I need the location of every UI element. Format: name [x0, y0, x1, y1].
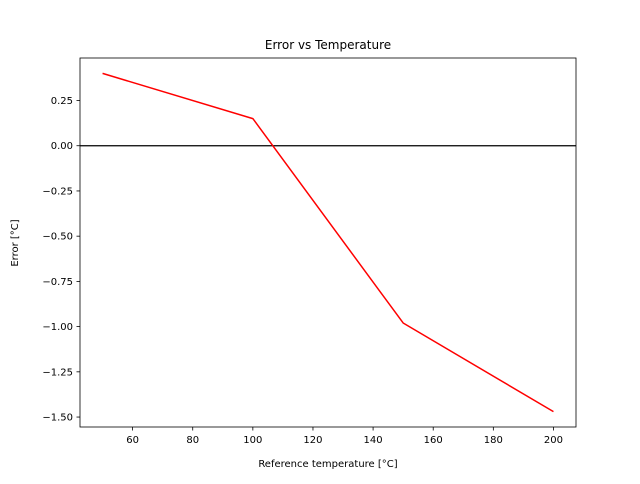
x-tick-label: 140	[364, 435, 383, 446]
y-tick-label: 0.25	[51, 96, 73, 107]
x-tick-label: 100	[243, 435, 262, 446]
x-axis-ticks: 60 80 100 120 140 160 180 200	[126, 427, 563, 446]
x-tick-label: 160	[424, 435, 443, 446]
series-line-0	[102, 72, 554, 413]
x-axis-label: Reference temperature [°C]	[258, 459, 397, 470]
x-tick-label: 80	[186, 435, 199, 446]
y-tick-label: −1.00	[42, 322, 73, 333]
x-tick-label: 180	[484, 435, 503, 446]
y-tick-label: −1.25	[42, 367, 73, 378]
y-tick-label: −0.50	[42, 232, 73, 243]
y-axis-ticks: 0.25 0.00 −0.25 −0.50 −0.75 −1.00 −1.25 −1.50	[42, 96, 80, 424]
plot-area	[79, 57, 577, 428]
y-tick-label: 0.00	[51, 141, 73, 152]
plot-frame	[79, 57, 577, 428]
x-tick-label: 60	[126, 435, 139, 446]
x-tick-label: 200	[544, 435, 563, 446]
y-tick-label: −0.25	[42, 186, 73, 197]
series-layer	[102, 72, 554, 413]
y-tick-label: −0.75	[42, 277, 73, 288]
x-tick-label: 120	[303, 435, 322, 446]
chart-title: Error vs Temperature	[265, 38, 391, 52]
y-axis-label: Error [°C]	[10, 219, 21, 266]
y-tick-label: −1.50	[42, 413, 73, 424]
